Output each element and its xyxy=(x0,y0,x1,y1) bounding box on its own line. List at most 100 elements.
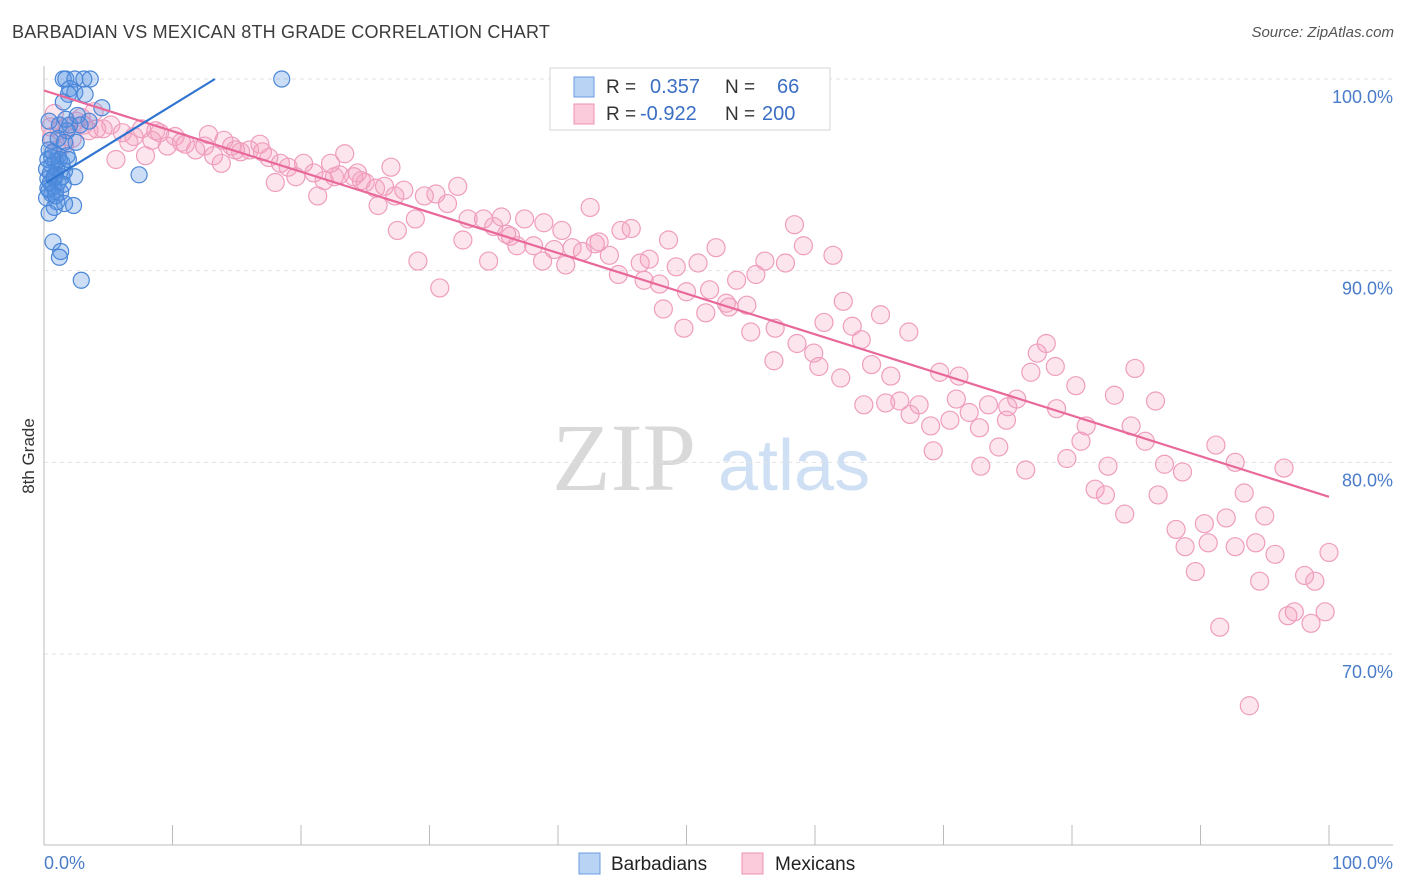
source-label: Source: ZipAtlas.com xyxy=(1251,24,1394,41)
mexican-point xyxy=(381,157,401,177)
mexicans-points xyxy=(40,101,1339,716)
barbadian-point xyxy=(59,150,78,169)
mexican-point xyxy=(534,213,554,233)
barbadian-point xyxy=(81,70,99,88)
mexican-point xyxy=(666,257,686,277)
mexican-point xyxy=(1206,435,1226,455)
barbadian-point xyxy=(273,70,291,88)
mexican-point xyxy=(1098,456,1118,476)
mexican-point xyxy=(308,186,328,206)
mexican-point xyxy=(112,123,132,143)
mexican-point xyxy=(514,209,535,229)
mexican-point xyxy=(1036,333,1056,354)
mexican-point xyxy=(946,389,966,409)
mexican-point xyxy=(347,163,368,183)
mexican-point xyxy=(959,402,979,423)
y-axis-title: 8th Grade xyxy=(19,418,38,494)
mexican-point xyxy=(1154,454,1175,474)
legend-swatch-mexicans xyxy=(573,103,595,125)
mexican-point xyxy=(580,197,600,218)
barbadian-point xyxy=(43,148,61,167)
mexican-point xyxy=(1172,462,1193,482)
legend-r-value-2: -0.922 xyxy=(640,103,697,125)
mexican-point xyxy=(387,220,407,241)
legend-r-label-2: R = xyxy=(606,104,636,125)
mexican-point xyxy=(1216,508,1236,528)
watermark-atlas: atlas xyxy=(718,426,870,506)
mexican-point xyxy=(1071,431,1091,451)
mexican-point xyxy=(1194,514,1214,534)
mexican-point xyxy=(1246,533,1266,553)
x-tick-label-min: 0.0% xyxy=(44,853,85,873)
mexican-point xyxy=(1239,696,1259,716)
mexican-point xyxy=(814,312,834,333)
mexican-point xyxy=(930,362,950,382)
barbadian-point xyxy=(40,204,58,222)
mexican-point xyxy=(1265,544,1285,564)
mexican-point xyxy=(831,368,851,388)
mexican-point xyxy=(1250,571,1270,591)
watermark: ZIP atlas xyxy=(552,404,870,511)
legend-r-value-1: 0.357 xyxy=(650,76,700,98)
mexican-point xyxy=(532,251,553,271)
mexican-point xyxy=(1085,479,1105,499)
barbadian-point xyxy=(76,85,94,103)
y-tick-labels: 70.0% 80.0% 90.0% 100.0% xyxy=(1332,87,1393,682)
mexican-point xyxy=(989,437,1009,457)
mexican-point xyxy=(688,253,708,273)
mexican-point xyxy=(1095,485,1116,505)
barbadians-points xyxy=(37,70,291,289)
legend-swatch-barbadians xyxy=(573,76,595,98)
barbadian-point xyxy=(40,112,58,130)
mexican-point xyxy=(861,354,882,375)
barbadian-point xyxy=(64,196,83,215)
mexican-point xyxy=(135,146,156,166)
mexican-point xyxy=(996,410,1017,430)
mexican-point xyxy=(599,245,620,265)
barbadian-point xyxy=(67,133,85,151)
y-tick-label: 80.0% xyxy=(1342,470,1393,490)
mexican-point xyxy=(784,215,805,235)
mexican-point xyxy=(250,134,270,154)
mexican-point xyxy=(405,209,425,229)
mexican-point xyxy=(1210,617,1230,637)
mexican-point xyxy=(854,395,874,415)
mexican-point xyxy=(585,234,605,254)
mexican-point xyxy=(374,176,395,196)
mexican-point xyxy=(890,391,910,411)
mexican-point xyxy=(921,416,941,436)
barbadian-point xyxy=(130,166,148,184)
barbadian-point xyxy=(50,248,69,266)
mexican-point xyxy=(1104,385,1125,405)
mexican-point xyxy=(696,303,716,323)
mexican-point xyxy=(1016,460,1036,480)
mexican-point xyxy=(491,207,512,227)
bottom-legend: Barbadians Mexicans xyxy=(578,852,855,875)
mexican-point xyxy=(479,251,499,271)
mexican-point xyxy=(746,264,766,285)
barbadian-point xyxy=(49,129,67,148)
mexican-point xyxy=(1021,362,1041,382)
mexican-point xyxy=(1294,565,1315,586)
watermark-zip: ZIP xyxy=(552,404,696,511)
y-tick-label: 100.0% xyxy=(1332,87,1393,107)
mexican-point xyxy=(408,251,428,271)
mexican-point xyxy=(823,245,843,265)
mexican-point xyxy=(700,280,720,300)
mexican-point xyxy=(1305,571,1325,591)
mexican-point xyxy=(978,395,999,415)
mexican-point xyxy=(204,146,224,166)
mexican-point xyxy=(252,142,273,162)
mexican-point xyxy=(1148,485,1168,505)
mexican-point xyxy=(787,333,807,354)
mexican-point xyxy=(1066,376,1086,396)
mexicans-trendline xyxy=(43,89,1330,498)
mexican-point xyxy=(211,153,231,173)
mexican-point xyxy=(881,366,901,386)
mexican-point xyxy=(764,351,784,371)
mexican-point xyxy=(833,291,853,311)
trendlines xyxy=(43,78,1330,498)
mexican-point xyxy=(653,299,673,319)
legend-n-label-1: N = xyxy=(725,77,755,98)
legend-r-label-1: R = xyxy=(606,77,636,98)
